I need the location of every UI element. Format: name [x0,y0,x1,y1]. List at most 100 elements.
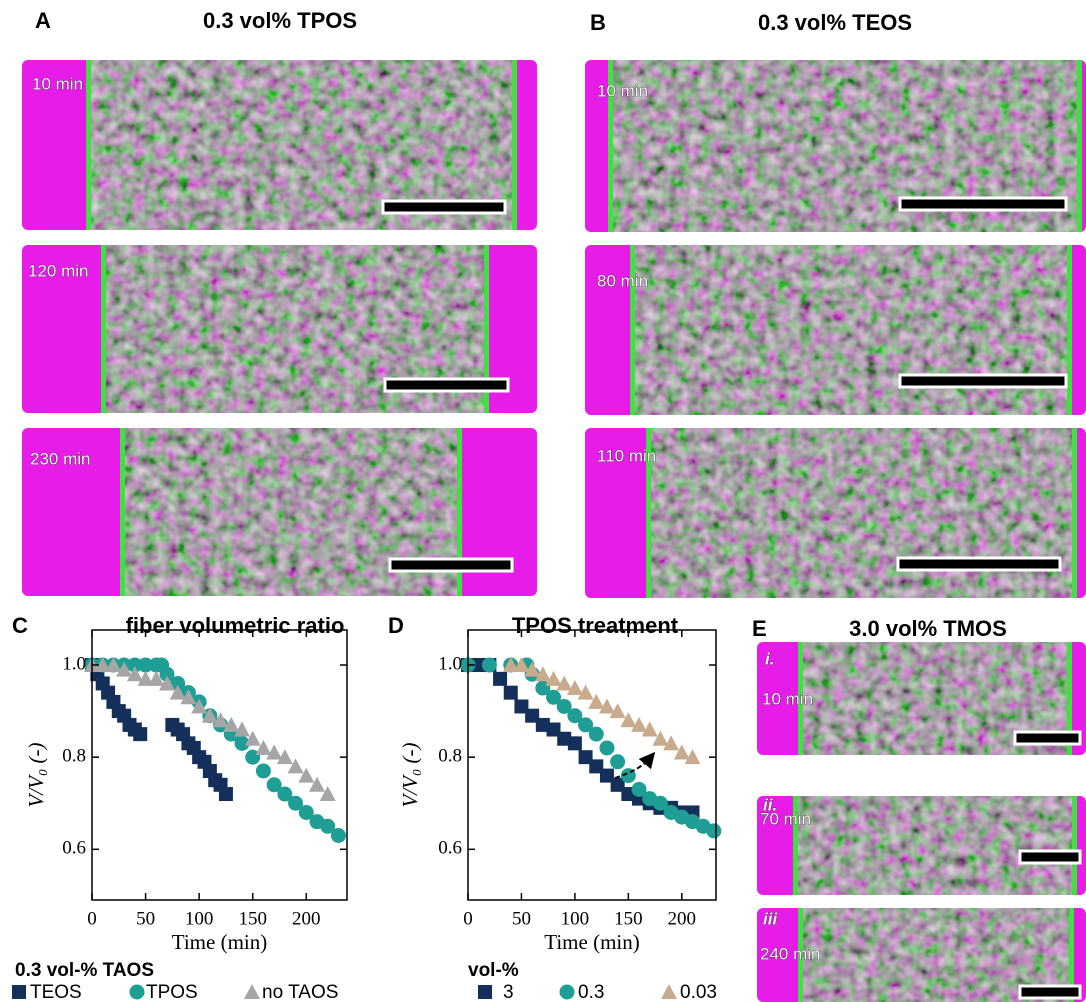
scale-bar [381,199,507,215]
image-time: 10 min [762,689,813,708]
data-point [567,708,583,724]
scale-bar [898,373,1068,389]
micrograph: 120 min [22,245,537,413]
data-point [201,707,218,723]
data-point [319,786,336,802]
panel-label: E [752,616,767,641]
data-point [566,680,583,696]
image-time: 10 min [597,81,648,100]
data-point [588,726,604,742]
x-tick-label: 0 [463,908,473,929]
chart-title: TPOS treatment [512,613,679,638]
data-point [266,777,282,793]
panel-title: 0.3 vol% TPOS [203,8,357,33]
data-point [330,827,346,843]
image-time: 120 min [28,261,88,280]
data-point [652,795,668,811]
plot-frame [91,629,348,901]
data-point [471,658,486,673]
data-point [556,698,572,714]
y-tick-label: 1.0 [62,653,86,674]
y-tick-label: 0.6 [62,838,86,859]
data-point [706,823,722,839]
panel-title: 3.0 vol% TMOS [849,616,1007,641]
fiber-edge [1072,428,1077,598]
data-point [133,727,148,742]
data-point [524,661,541,677]
micrograph: 10 min [22,60,537,230]
data-point [244,730,261,746]
x-axis-label: Time (min) [172,930,267,954]
legend-label: 0.3 [578,982,604,1002]
data-point [170,675,186,691]
legend-marker [12,985,26,999]
data-point [546,689,562,705]
data-point [127,657,143,673]
data-point [535,717,550,732]
data-point [159,666,175,682]
data-point [309,776,325,792]
legend-marker [129,984,145,1000]
fiber-edge [512,60,517,230]
fiber-texture [632,245,1070,415]
x-tick-label: 150 [614,908,643,929]
data-point [126,666,143,682]
data-point [191,698,208,714]
fiber-edge [1072,796,1077,895]
data-point [481,657,497,673]
fiber-edge [798,908,803,1002]
data-point [148,670,165,686]
data-point [105,657,122,673]
data-point [663,735,680,751]
x-tick-label: 200 [292,908,321,929]
data-point [255,739,272,755]
fiber-edge [457,428,462,596]
data-point [223,716,240,732]
data-point [631,781,647,797]
data-point [525,708,540,723]
scale-bar [896,556,1062,572]
data-point [116,661,133,677]
legend-marker [661,984,677,999]
data-point [276,749,293,765]
data-point [631,716,648,732]
micrograph: iii 240 min [757,908,1086,1002]
image-index: iii [763,909,778,928]
legend-label: no TAOS [262,982,338,1002]
trend-arrow [614,751,656,779]
data-point [599,768,614,783]
data-point [598,698,615,714]
fiber-edge [120,428,125,596]
legend-marker [244,984,260,999]
image-time: 230 min [30,449,90,468]
data-point [320,818,336,834]
image-time: 240 min [760,944,820,963]
data-point [94,657,111,673]
data-point [577,684,594,700]
data-point [493,671,508,686]
image-time: 70 min [760,809,811,828]
legend-marker [559,984,575,1000]
micrograph: 10 min [585,60,1086,232]
data-point [180,689,197,705]
data-point [610,777,625,792]
fiber-edge [630,245,635,415]
fiber-edge [1069,908,1074,1002]
data-point [588,693,605,709]
micrograph: i. 10 min [757,642,1086,755]
scale-bar [898,196,1068,212]
x-tick-label: 200 [668,908,697,929]
image-time: 80 min [597,271,648,290]
x-tick-label: 150 [238,908,267,929]
image-index: ii. [763,795,777,814]
micrograph: ii.70 min [757,795,1086,895]
y-axis-label: V/V₀ (-) [398,742,422,807]
panel-label: A [35,8,51,33]
data-point [557,731,572,746]
image-index: i. [765,649,774,668]
data-point [578,717,594,733]
data-point [673,744,690,760]
fiber-edge [1077,60,1082,232]
